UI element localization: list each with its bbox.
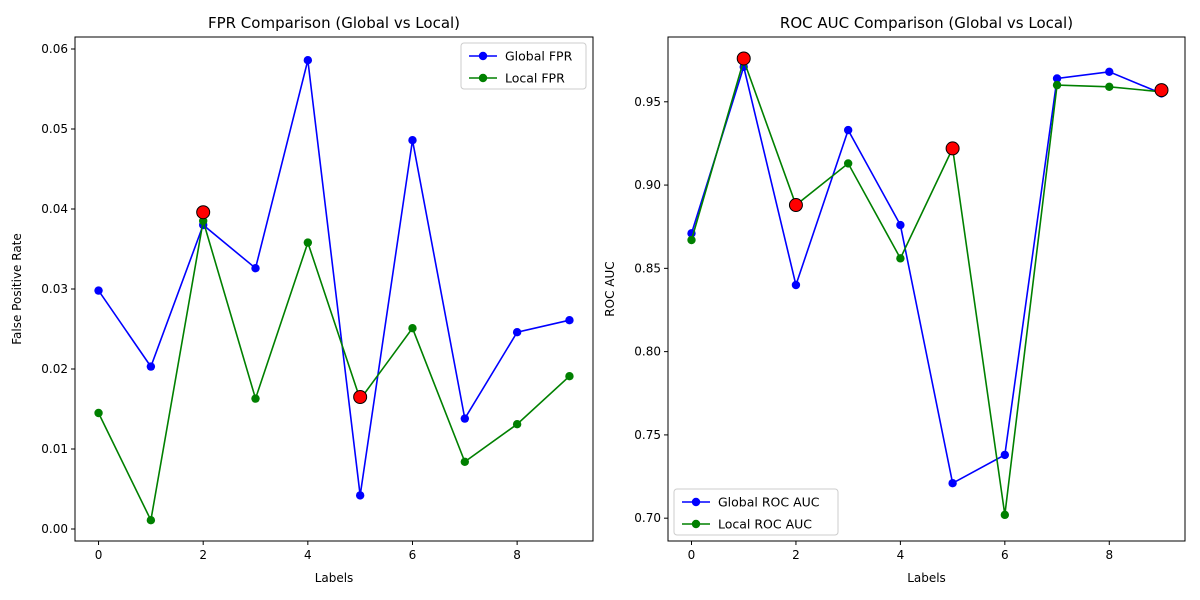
legend-marker — [478, 51, 488, 61]
highlight-marker — [1154, 83, 1169, 98]
highlight-marker — [945, 141, 960, 156]
legend-label: Local FPR — [505, 71, 565, 86]
y-tick-label: 0.01 — [41, 442, 68, 456]
data-point — [146, 516, 156, 525]
y-tick-label: 0.02 — [41, 362, 68, 376]
series-line-1 — [97, 60, 570, 496]
data-point — [1105, 67, 1114, 77]
x-tick-label: 6 — [409, 548, 417, 562]
data-point — [565, 372, 574, 381]
highlight-marker — [196, 205, 211, 220]
y-tick-label: 0.75 — [634, 428, 661, 442]
y-tick-label: 0.90 — [634, 178, 661, 192]
x-tick-label: 8 — [1105, 548, 1113, 562]
x-axis-label: Labels — [907, 571, 946, 585]
data-point — [565, 316, 574, 325]
legend-label: Local ROC AUC — [718, 517, 812, 532]
x-tick-label: 6 — [1001, 548, 1009, 562]
x-tick-label: 4 — [304, 548, 312, 562]
legend-label: Global FPR — [505, 49, 573, 64]
legend-label: Global ROC AUC — [718, 495, 820, 510]
data-point — [948, 479, 957, 488]
highlight-marker — [353, 390, 368, 404]
data-point — [1000, 450, 1010, 460]
x-tick-label: 2 — [199, 548, 207, 562]
series-line-2 — [690, 57, 1162, 515]
data-point — [460, 414, 470, 423]
data-point — [791, 280, 801, 290]
data-point — [843, 159, 853, 168]
data-point — [303, 238, 313, 247]
chart-title: FPR Comparison (Global vs Local) — [208, 14, 460, 32]
x-tick-label: 2 — [792, 548, 800, 562]
y-axis-label: ROC AUC — [603, 261, 617, 316]
legend-box — [673, 488, 839, 536]
series-line-1 — [690, 63, 1162, 485]
y-tick-label: 0.70 — [634, 511, 661, 525]
y-tick-label: 0.03 — [41, 282, 68, 296]
legend-marker — [691, 519, 701, 529]
legend-marker — [478, 73, 488, 83]
data-point — [94, 286, 103, 295]
axes-frame — [667, 36, 1186, 542]
highlight-marker — [736, 51, 751, 66]
legend: Global FPR Local FPR — [460, 42, 587, 90]
x-tick-label: 8 — [513, 548, 521, 562]
data-point — [408, 136, 417, 145]
data-point — [251, 394, 260, 403]
data-point — [198, 216, 208, 226]
y-tick-label: 0.85 — [634, 261, 661, 275]
x-tick-label: 0 — [688, 548, 696, 562]
x-axis-label: Labels — [315, 571, 354, 585]
chart-panel-1: FPR Comparison (Global vs Local) 0 2 4 6 8 0.0… — [10, 14, 594, 585]
data-point — [355, 491, 365, 500]
data-point — [896, 254, 905, 263]
legend: Global ROC AUC Local ROC AUC — [673, 488, 839, 536]
data-point — [687, 235, 696, 245]
series-line-2 — [97, 220, 570, 523]
y-axis-label: False Positive Rate — [10, 233, 24, 345]
data-point — [408, 324, 417, 333]
chart-title: ROC AUC Comparison (Global vs Local) — [780, 14, 1073, 32]
y-tick-label: 0.04 — [41, 202, 68, 216]
axes-frame — [74, 36, 594, 542]
data-point — [251, 264, 260, 273]
x-tick-label: 0 — [95, 548, 103, 562]
data-point — [1052, 80, 1062, 90]
x-tick-label: 4 — [897, 548, 905, 562]
data-point — [460, 457, 470, 466]
y-tick-label: 0.00 — [41, 522, 68, 536]
data-point — [303, 56, 313, 65]
highlight-marker — [788, 198, 803, 213]
data-point — [1105, 82, 1114, 92]
y-tick-label: 0.80 — [634, 345, 661, 359]
data-point — [512, 420, 522, 429]
y-tick-label: 0.95 — [634, 95, 661, 109]
data-point — [94, 408, 103, 418]
y-tick-label: 0.05 — [41, 122, 68, 136]
data-point — [512, 328, 522, 337]
data-point — [146, 362, 156, 371]
data-point — [896, 220, 905, 230]
data-point — [1000, 510, 1010, 520]
legend-marker — [691, 497, 701, 507]
chart-panel-2: ROC AUC Comparison (Global vs Local) 0 2 4 6… — [603, 14, 1186, 585]
y-tick-label: 0.06 — [41, 42, 68, 56]
data-point — [1052, 74, 1062, 83]
data-point — [843, 125, 853, 135]
